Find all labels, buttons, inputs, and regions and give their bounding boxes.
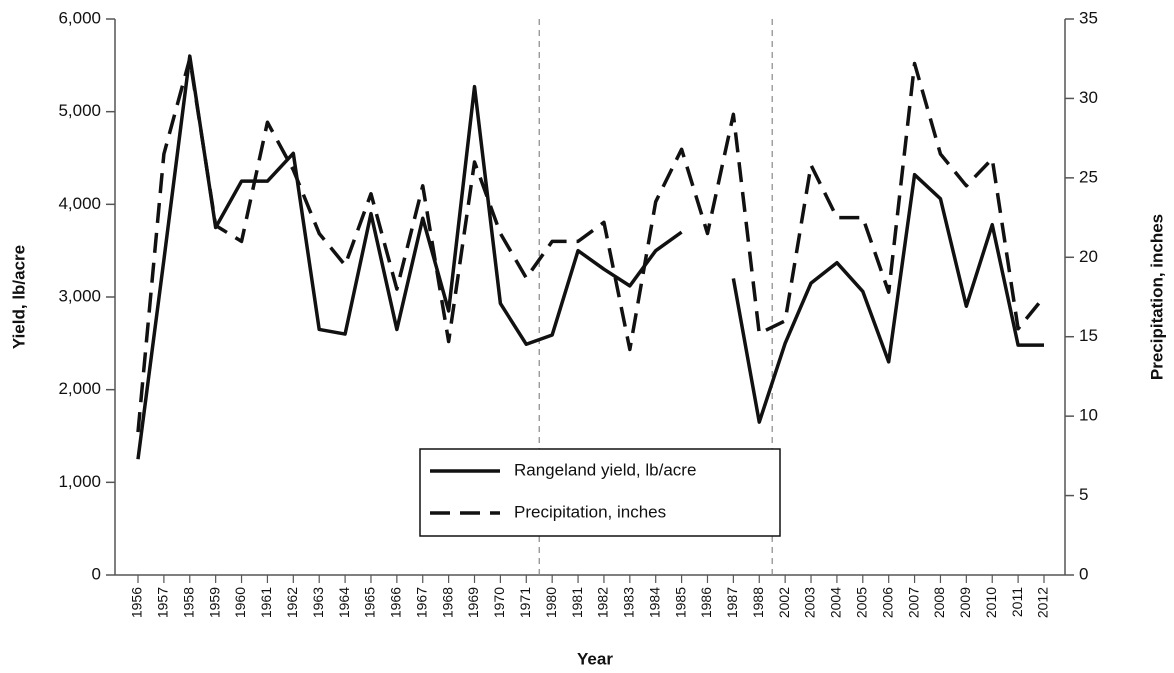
x-tick-label: 1987 bbox=[724, 587, 740, 618]
y-tick-label: 2,000 bbox=[58, 379, 101, 398]
x-tick-label: 2012 bbox=[1035, 587, 1051, 618]
legend-label: Precipitation, inches bbox=[514, 502, 666, 521]
x-axis-title: Year bbox=[577, 649, 613, 668]
x-tick-label: 1968 bbox=[439, 587, 455, 618]
x-tick-label: 2005 bbox=[854, 587, 870, 618]
y-tick-label: 6,000 bbox=[58, 8, 101, 27]
x-tick-label: 1970 bbox=[491, 587, 507, 618]
y-tick-label: 5,000 bbox=[58, 101, 101, 120]
x-tick-label: 2008 bbox=[931, 587, 947, 618]
x-tick-label: 1982 bbox=[595, 587, 611, 618]
y-tick-label: 1,000 bbox=[58, 472, 101, 491]
x-tick-label: 1967 bbox=[413, 587, 429, 618]
legend-box bbox=[419, 448, 781, 537]
x-tick-label: 1966 bbox=[388, 587, 404, 618]
x-tick-label: 1983 bbox=[621, 587, 637, 618]
x-tick-label: 1957 bbox=[155, 587, 171, 618]
y2-axis-title: Precipitation, inches bbox=[1147, 214, 1166, 380]
y2-tick-label: 30 bbox=[1079, 88, 1098, 107]
x-tick-label: 2007 bbox=[905, 587, 921, 618]
y2-tick-label: 0 bbox=[1079, 564, 1088, 583]
y2-tick-label: 15 bbox=[1079, 326, 1098, 345]
x-tick-label: 1962 bbox=[284, 587, 300, 618]
legend-label: Rangeland yield, lb/acre bbox=[514, 460, 696, 479]
x-tick-label: 1986 bbox=[698, 587, 714, 618]
y2-tick-label: 5 bbox=[1079, 485, 1088, 504]
x-tick-label: 1985 bbox=[672, 587, 688, 618]
x-tick-label: 1959 bbox=[206, 587, 222, 618]
y-axis-title: Yield, lb/acre bbox=[9, 245, 28, 349]
x-tick-label: 1963 bbox=[310, 587, 326, 618]
x-tick-label: 2004 bbox=[828, 587, 844, 618]
y2-tick-label: 10 bbox=[1079, 406, 1098, 425]
x-tick-label: 1980 bbox=[543, 587, 559, 618]
y2-tick-label: 35 bbox=[1079, 8, 1098, 27]
x-tick-label: 2011 bbox=[1009, 587, 1025, 617]
x-tick-label: 1964 bbox=[336, 587, 352, 618]
x-tick-label: 1981 bbox=[569, 587, 585, 618]
y-tick-label: 4,000 bbox=[58, 194, 101, 213]
x-tick-label: 2006 bbox=[879, 587, 895, 618]
x-tick-label: 1961 bbox=[258, 587, 274, 618]
x-tick-label: 1958 bbox=[180, 587, 196, 618]
x-tick-label: 2010 bbox=[983, 587, 999, 618]
y2-tick-label: 25 bbox=[1079, 167, 1098, 186]
y2-tick-label: 20 bbox=[1079, 247, 1098, 266]
x-tick-label: 1984 bbox=[646, 587, 662, 618]
series-line bbox=[136, 56, 1046, 433]
x-tick-label: 1969 bbox=[465, 587, 481, 618]
series-line bbox=[136, 54, 1044, 460]
x-tick-label: 1965 bbox=[362, 587, 378, 618]
x-tick-label: 2002 bbox=[776, 587, 792, 618]
x-tick-label: 2009 bbox=[957, 587, 973, 618]
x-tick-label: 1956 bbox=[129, 587, 145, 618]
x-tick-label: 2003 bbox=[802, 587, 818, 618]
x-tick-label: 1988 bbox=[750, 587, 766, 618]
y-tick-label: 0 bbox=[92, 564, 101, 583]
x-tick-label: 1971 bbox=[517, 587, 533, 618]
y-tick-label: 3,000 bbox=[58, 286, 101, 305]
x-tick-label: 1960 bbox=[232, 587, 248, 618]
